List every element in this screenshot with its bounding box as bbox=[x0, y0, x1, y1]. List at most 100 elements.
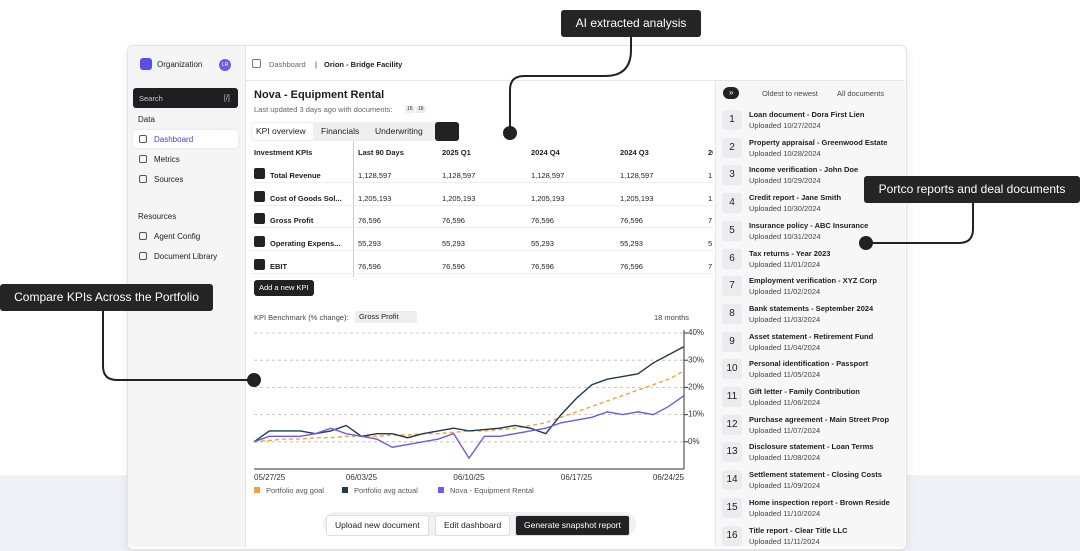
document-number[interactable]: 11 bbox=[722, 387, 742, 407]
metric-dropdown[interactable]: Gross Profit bbox=[355, 311, 417, 323]
document-date: Uploaded 10/31/2024 bbox=[749, 231, 821, 241]
table-cell: 7 bbox=[708, 261, 713, 271]
nav-item[interactable]: Dashboard bbox=[154, 135, 194, 144]
document-number[interactable]: 10 bbox=[722, 359, 742, 380]
row-label: Operating Expens... bbox=[270, 239, 341, 249]
panel-toggle[interactable]: » bbox=[723, 87, 740, 99]
document-number[interactable]: 12 bbox=[722, 414, 742, 435]
tab[interactable]: KPI overview bbox=[256, 126, 306, 136]
page-title: Nova - Equipment Rental bbox=[254, 89, 385, 101]
document-number[interactable]: 9 bbox=[722, 331, 742, 352]
document-number[interactable]: 14 bbox=[722, 470, 742, 491]
document-title[interactable]: Insurance policy - ABC Insurance bbox=[749, 220, 869, 230]
row-label: Gross Profit bbox=[270, 216, 314, 226]
document-title[interactable]: Disclosure statement - Loan Terms bbox=[749, 442, 874, 452]
action-button[interactable]: Upload new document bbox=[326, 515, 429, 536]
expand-button[interactable] bbox=[254, 213, 265, 225]
document-title[interactable]: Home inspection report - Brown Reside bbox=[749, 497, 890, 507]
action-button[interactable]: Edit dashboard bbox=[435, 515, 511, 536]
y-tick-label: 40% bbox=[688, 328, 704, 337]
tab[interactable]: Financials bbox=[321, 126, 360, 136]
callout-label: Compare KPIs Across the Portfolio bbox=[0, 284, 213, 311]
table-clip: Investment KPIs Last 90 Days 2025 Q1 2024 Q… bbox=[245, 140, 713, 280]
document-number[interactable]: 16 bbox=[722, 525, 742, 546]
document-title[interactable]: Personal identification - Passport bbox=[749, 359, 869, 369]
document-number[interactable]: 3 bbox=[722, 165, 742, 186]
expand-button[interactable] bbox=[254, 258, 265, 270]
sort-dropdown[interactable]: Oldest to newest bbox=[762, 89, 818, 98]
nav-icon bbox=[139, 252, 147, 260]
document-date: Uploaded 11/06/2024 bbox=[749, 398, 821, 407]
document-number[interactable]: 4 bbox=[722, 193, 742, 214]
x-tick-label: 05/27/25 bbox=[254, 473, 286, 482]
document-title[interactable]: Credit report - Jane Smith bbox=[749, 193, 842, 203]
document-number[interactable]: 8 bbox=[722, 303, 742, 324]
x-tick-label: 06/24/25 bbox=[653, 473, 685, 482]
document-date: Uploaded 11/05/2024 bbox=[749, 370, 821, 380]
range-dropdown[interactable]: 18 months bbox=[654, 313, 690, 322]
tab-add[interactable] bbox=[435, 122, 459, 141]
callout-dot bbox=[503, 126, 517, 140]
avatar: LR bbox=[219, 59, 231, 71]
document-title[interactable]: Purchase agreement - Main Street Prop bbox=[749, 414, 890, 424]
y-tick-label: 30% bbox=[688, 355, 704, 364]
document-number[interactable]: 7 bbox=[722, 276, 742, 297]
document-title[interactable]: Property appraisal - Greenwood Estate bbox=[749, 137, 888, 147]
document-date: Uploaded 10/29/2024 bbox=[749, 176, 821, 186]
callout-connector bbox=[866, 203, 974, 244]
search-placeholder: Search bbox=[139, 94, 163, 103]
top-divider bbox=[245, 80, 904, 81]
document-title[interactable]: Asset statement - Retirement Fund bbox=[749, 331, 874, 341]
y-tick-label: 0% bbox=[688, 437, 700, 446]
documents-panel bbox=[715, 81, 905, 547]
breadcrumb-link[interactable]: Dashboard bbox=[269, 60, 306, 69]
document-title[interactable]: Tax returns - Year 2023 bbox=[749, 248, 831, 258]
document-title[interactable]: Bank statements - September 2024 bbox=[749, 303, 874, 313]
nav-item[interactable]: Document Library bbox=[154, 252, 218, 261]
column-header: Investment KPIs bbox=[254, 148, 313, 157]
filter-dropdown[interactable]: All documents bbox=[837, 89, 885, 98]
nav-item[interactable]: Metrics bbox=[154, 155, 180, 164]
document-title[interactable]: Title report - Clear Title LLC bbox=[749, 525, 848, 535]
tab[interactable]: Underwriting bbox=[375, 126, 423, 136]
legend-swatch bbox=[438, 487, 444, 493]
tab-active bbox=[252, 123, 313, 140]
document-number[interactable]: 5 bbox=[722, 220, 742, 241]
legend-swatch bbox=[254, 487, 260, 493]
document-number[interactable]: 1 bbox=[722, 110, 742, 130]
column-header: 2024 Q3 bbox=[620, 148, 649, 157]
column-header: Last 90 Days bbox=[358, 148, 404, 157]
document-title[interactable]: Settlement statement - Closing Costs bbox=[749, 470, 882, 480]
row-divider bbox=[251, 250, 713, 252]
table-cell: 55,293 bbox=[620, 239, 643, 249]
document-title[interactable]: Income verification - John Doe bbox=[749, 165, 859, 175]
expand-button[interactable] bbox=[254, 190, 265, 202]
table-cell: 1,128,597 bbox=[358, 171, 392, 180]
callout-dot bbox=[247, 373, 261, 387]
row-label: Total Revenue bbox=[270, 171, 321, 180]
legend-label: Nova - Equipment Rental bbox=[450, 486, 534, 495]
expand-button[interactable] bbox=[254, 168, 265, 179]
home-icon bbox=[252, 59, 261, 68]
action-button[interactable]: Generate snapshot report bbox=[515, 515, 630, 536]
expand-button[interactable] bbox=[254, 236, 265, 248]
nav-icon bbox=[139, 175, 147, 183]
document-number[interactable]: 15 bbox=[722, 497, 742, 518]
document-title[interactable]: Loan document - Dora First Lien bbox=[749, 110, 865, 119]
callout-label: Portco reports and deal documents bbox=[864, 176, 1080, 203]
table-cell: 1,205,193 bbox=[442, 193, 476, 203]
document-number[interactable]: 2 bbox=[722, 137, 742, 158]
document-number[interactable]: 6 bbox=[722, 248, 742, 269]
document-date: Uploaded 11/01/2024 bbox=[749, 259, 821, 269]
document-date: Uploaded 10/27/2024 bbox=[749, 121, 821, 130]
search-box[interactable] bbox=[133, 88, 238, 108]
nav-item[interactable]: Agent Config bbox=[154, 232, 201, 241]
document-number[interactable]: 13 bbox=[722, 442, 742, 463]
document-date: Uploaded 11/04/2024 bbox=[749, 342, 821, 352]
active-nav bbox=[133, 130, 238, 148]
document-title[interactable]: Employment verification - XYZ Corp bbox=[749, 276, 877, 286]
add-kpi-button[interactable]: Add a new KPI bbox=[254, 280, 314, 296]
nav-item[interactable]: Sources bbox=[154, 175, 184, 184]
section-heading: Data bbox=[138, 115, 155, 124]
document-title[interactable]: Gift letter - Family Contribution bbox=[749, 387, 860, 396]
